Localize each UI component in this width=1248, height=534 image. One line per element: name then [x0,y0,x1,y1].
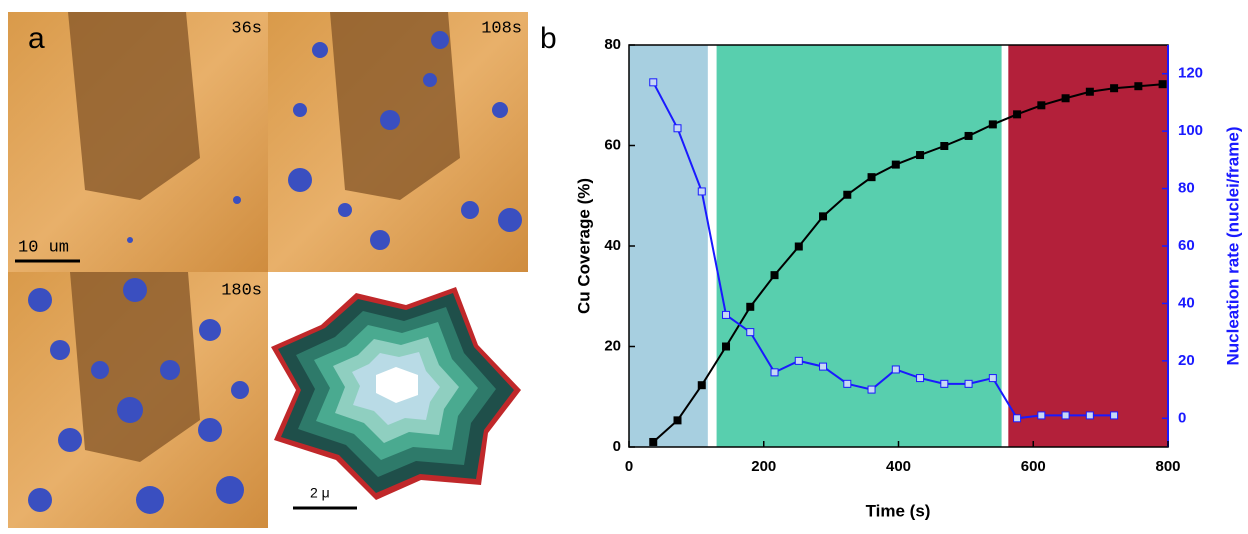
marker [917,152,924,159]
domain [68,12,200,200]
marker [723,311,730,318]
marker [771,369,778,376]
marker [1086,412,1093,419]
marker [989,121,996,128]
panel-label: a [28,22,45,55]
marker [941,380,948,387]
marker [698,382,705,389]
marker [868,386,875,393]
marker [771,272,778,279]
frame-label: 36s [231,19,262,38]
x-tick-label: 400 [886,458,911,475]
marker [674,417,681,424]
marker [868,174,875,181]
marker [747,303,754,310]
marker [965,380,972,387]
marker [698,188,705,195]
y-tick-label: 0 [613,438,621,455]
y-tick-label: 40 [604,237,621,254]
region [1008,45,1168,447]
marker [1062,95,1069,102]
y-tick-label: 60 [604,136,621,153]
x-tick-label: 200 [751,458,776,475]
marker [917,375,924,382]
region [629,45,708,447]
marker [650,79,657,86]
marker [1111,85,1118,92]
y2-axis-title: Nucleation rate (nuclei/frame) [1223,126,1242,365]
y2-tick-label: 60 [1178,237,1195,254]
marker [1038,102,1045,109]
panel-label: b [540,22,557,55]
marker [844,380,851,387]
marker [892,161,899,168]
marker [844,191,851,198]
frame-label: 180s [221,281,262,300]
marker [723,343,730,350]
marker [1111,412,1118,419]
y2-tick-label: 80 [1178,180,1195,197]
marker [1135,83,1142,90]
marker [989,375,996,382]
marker [747,329,754,336]
y2-tick-label: 100 [1178,122,1203,139]
x-tick-label: 0 [625,458,633,475]
y-axis-title: Cu Coverage (%) [574,178,593,314]
marker [795,243,802,250]
growth-contour [271,287,521,500]
x-tick-label: 600 [1021,458,1046,475]
figure: a 36s 108s 180s 10 um 2 μ b 020040060080… [0,0,1248,529]
marker [1086,88,1093,95]
marker [1062,412,1069,419]
marker [892,366,899,373]
y2-tick-label: 120 [1178,65,1203,82]
y2-tick-label: 20 [1178,352,1195,369]
marker [1014,415,1021,422]
y2-tick-label: 0 [1178,409,1186,426]
marker [820,363,827,370]
marker [650,438,657,445]
marker [1038,412,1045,419]
marker [674,125,681,132]
y2-tick-label: 40 [1178,294,1195,311]
scale-bar-label: 10 um [18,238,69,257]
marker [965,132,972,139]
x-axis-title: Time (s) [866,501,931,520]
marker [1014,111,1021,118]
y-tick-label: 80 [604,36,621,53]
y-tick-label: 20 [604,337,621,354]
marker [941,143,948,150]
frame-label: 108s [481,19,522,38]
marker [820,213,827,220]
marker [795,357,802,364]
x-tick-label: 800 [1155,458,1180,475]
scale-bar-label: 2 μ [310,485,330,501]
marker [1159,81,1166,88]
